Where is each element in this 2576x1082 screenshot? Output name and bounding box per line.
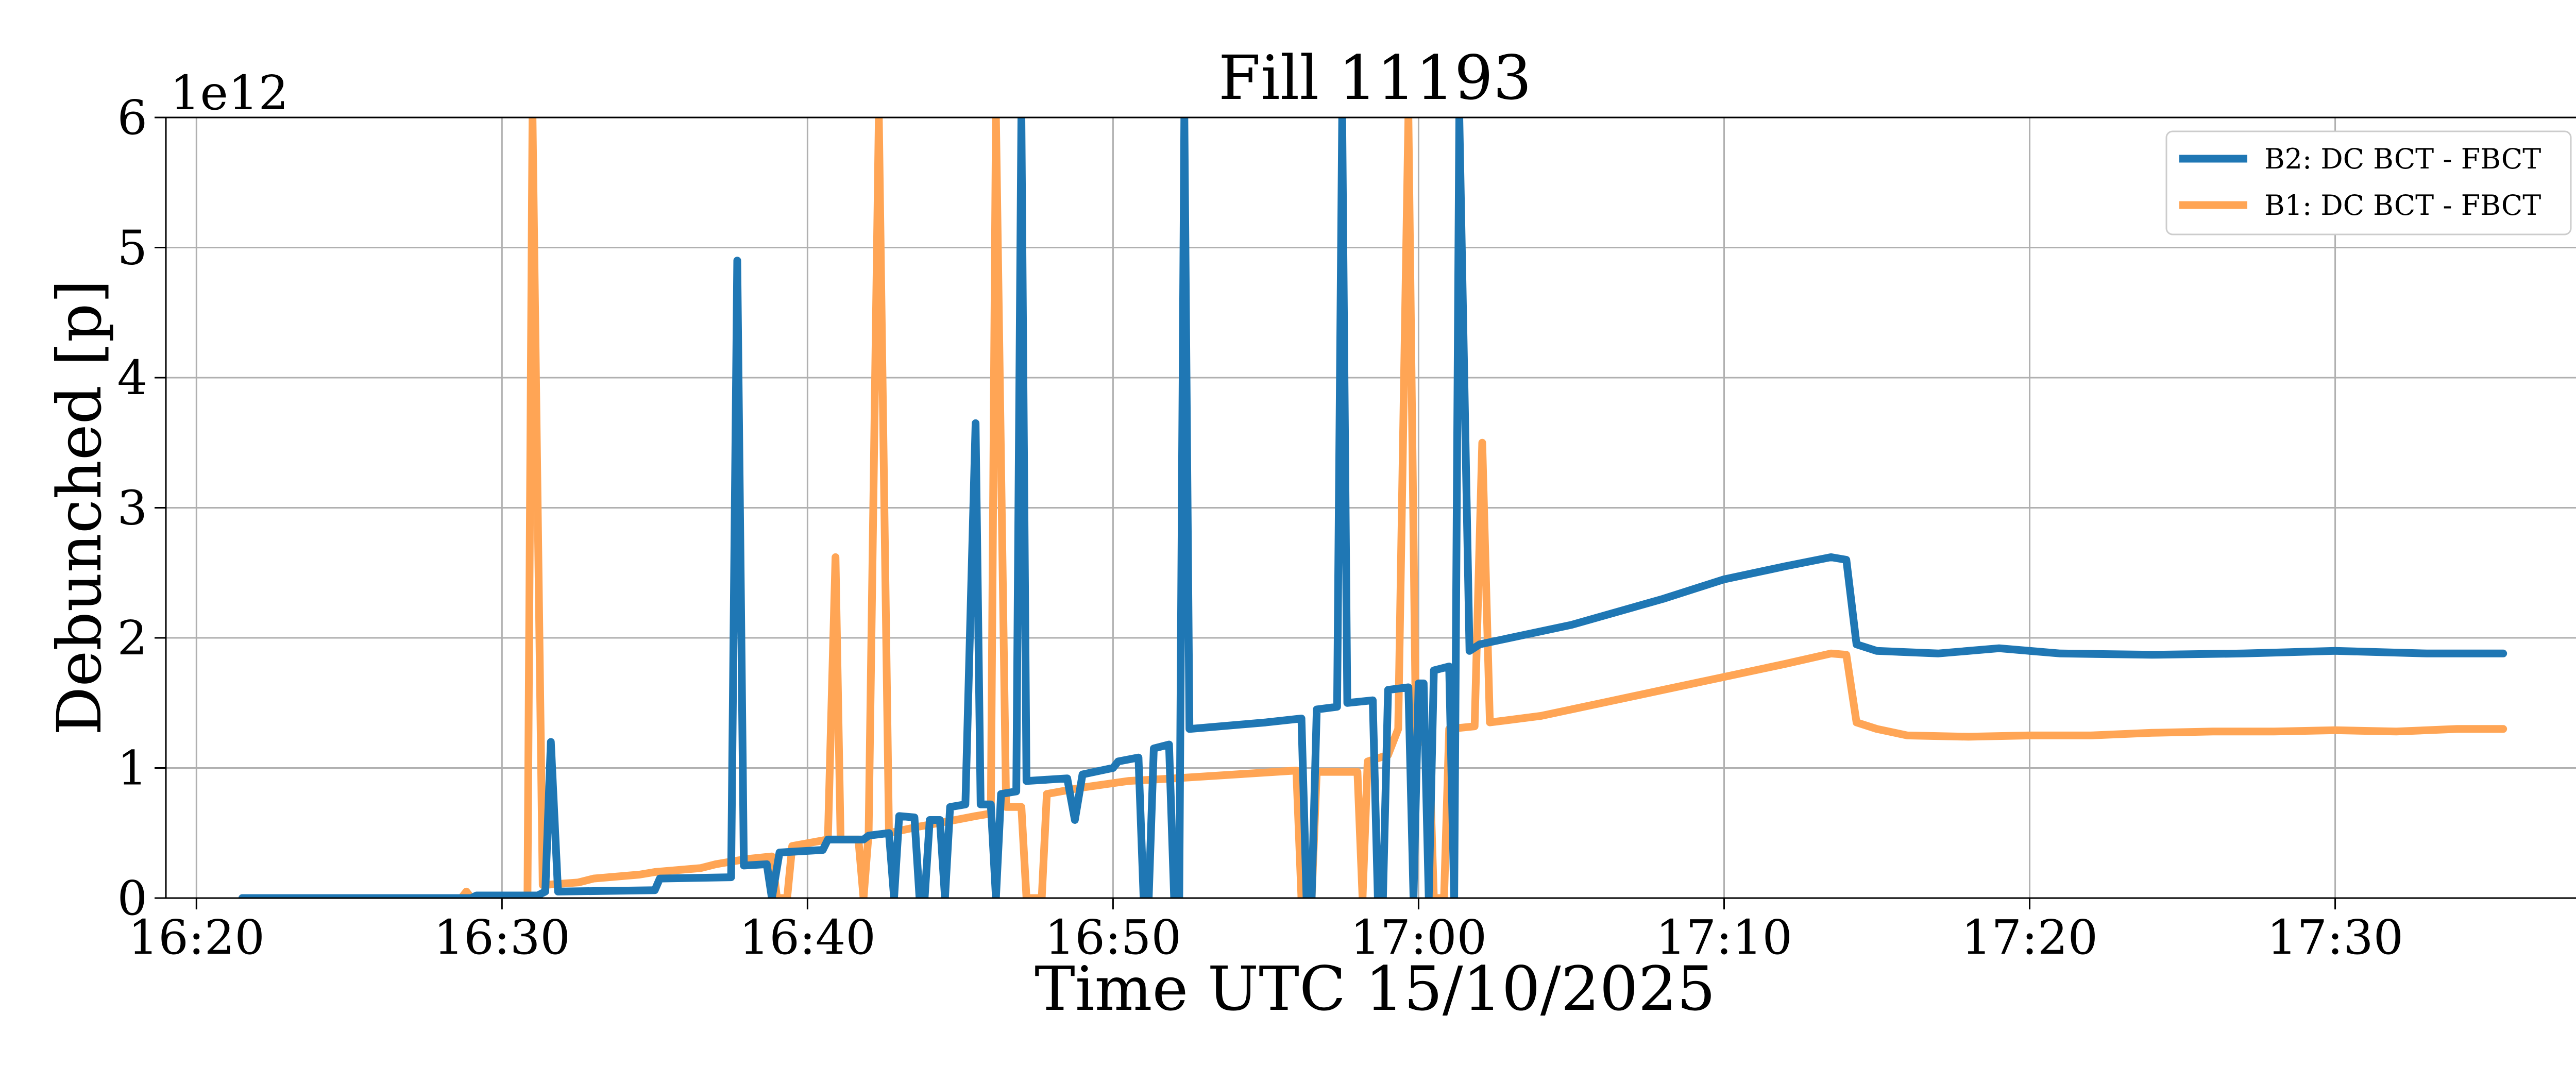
x-tick-label: 17:30: [2267, 910, 2403, 965]
x-tick-label: 16:20: [128, 910, 265, 965]
y-tick-label: 1: [117, 741, 147, 796]
legend: B2: DC BCT - FBCT B1: DC BCT - FBCT: [2165, 130, 2572, 235]
x-axis: 16:20 16:30 16:40 16:50 17:00 17:10 17:20 17:30: [128, 898, 2403, 965]
y-axis: 0 1 2 3 4 5 6: [117, 90, 166, 926]
x-tick-label: 17:10: [1656, 910, 1792, 965]
x-tick-label: 17:20: [1961, 910, 2098, 965]
series-line-1: [238, 117, 2507, 898]
legend-label: B1: DC BCT - FBCT: [2264, 189, 2541, 222]
y-tick-label: 2: [117, 611, 147, 666]
x-tick-label: 16:40: [739, 910, 876, 965]
y-offset-label: 1e12: [170, 65, 289, 121]
x-tick-label: 16:50: [1045, 910, 1181, 965]
y-tick-label: 3: [117, 481, 147, 536]
series-layer: [238, 117, 2507, 898]
y-axis-title: Debunched [p]: [44, 280, 115, 736]
y-tick-label: 5: [117, 221, 147, 276]
legend-label: B2: DC BCT - FBCT: [2264, 143, 2541, 175]
x-axis-title: Time UTC 15/10/2025: [1035, 953, 1716, 1024]
y-tick-label: 6: [117, 90, 147, 145]
x-tick-label: 17:00: [1350, 910, 1487, 965]
legend-box: [2165, 130, 2572, 235]
y-tick-label: 0: [117, 871, 147, 926]
y-tick-label: 4: [117, 350, 147, 405]
x-tick-label: 16:30: [434, 910, 570, 965]
chart-title: Fill 11193: [1218, 42, 1532, 113]
